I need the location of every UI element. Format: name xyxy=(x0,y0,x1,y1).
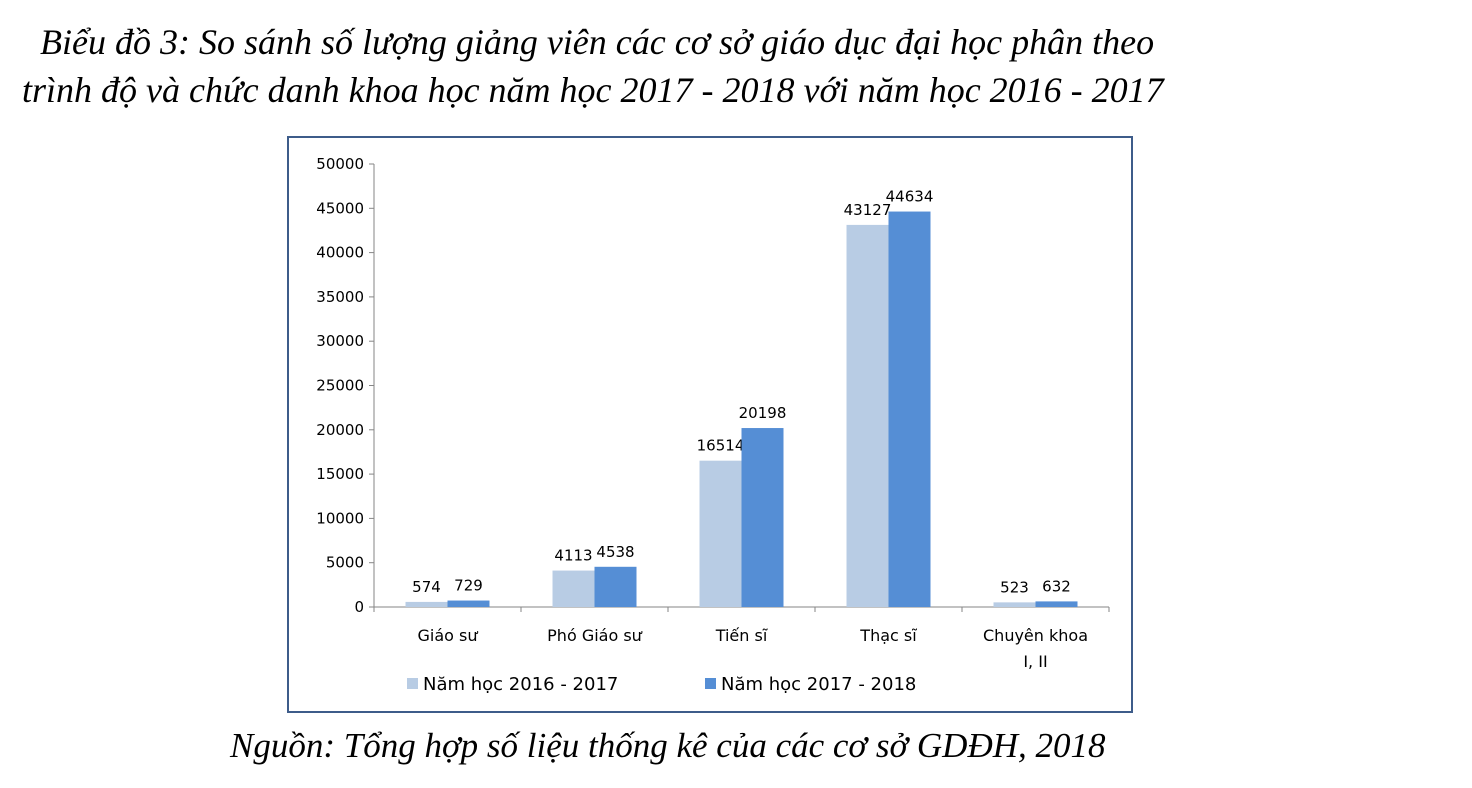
data-label: 632 xyxy=(1042,577,1071,595)
source-note: Nguồn: Tổng hợp số liệu thống kê của các… xyxy=(230,726,1106,765)
data-label: 16514 xyxy=(697,437,745,455)
x-category-label: Chuyên khoa xyxy=(983,626,1088,645)
x-category-label: Thạc sĩ xyxy=(859,626,917,645)
y-tick-label: 45000 xyxy=(316,199,364,217)
bar xyxy=(741,428,784,607)
data-label: 4113 xyxy=(554,547,592,565)
chart-caption-line-2: trình độ và chức danh khoa học năm học 2… xyxy=(22,70,1164,110)
chart-caption-line-1: Biểu đồ 3: So sánh số lượng giảng viên c… xyxy=(40,22,1155,62)
y-tick-label: 50000 xyxy=(316,155,364,173)
data-label: 729 xyxy=(454,577,483,595)
bar xyxy=(405,601,448,607)
y-tick-label: 30000 xyxy=(316,332,364,350)
bar xyxy=(1035,601,1078,607)
legend-label: Năm học 2016 - 2017 xyxy=(423,674,618,695)
y-tick-label: 5000 xyxy=(326,554,364,572)
bar xyxy=(699,460,742,607)
y-tick-label: 15000 xyxy=(316,465,364,483)
data-label: 574 xyxy=(412,578,441,596)
bar xyxy=(846,224,889,607)
y-tick-label: 25000 xyxy=(316,377,364,395)
data-label: 44634 xyxy=(886,188,934,206)
data-label: 523 xyxy=(1000,578,1029,596)
bar xyxy=(594,566,637,607)
legend-swatch xyxy=(705,678,716,689)
bar xyxy=(888,211,931,607)
chart-frame: 0 5000 10000 15000 20000 25000 30000 35000 40000… xyxy=(287,136,1133,713)
y-tick-label: 40000 xyxy=(316,244,364,262)
bar-chart: 0 5000 10000 15000 20000 25000 30000 35000 40000… xyxy=(316,155,1110,695)
y-tick-label: 10000 xyxy=(316,509,364,527)
legend-label: Năm học 2017 - 2018 xyxy=(721,674,916,695)
legend-swatch xyxy=(407,678,418,689)
y-tick-label: 0 xyxy=(354,598,364,616)
bar xyxy=(447,600,490,607)
bar xyxy=(552,570,595,607)
x-category-label: Giáo sư xyxy=(418,626,479,645)
bar xyxy=(993,602,1036,607)
data-label: 20198 xyxy=(739,404,787,422)
x-category-label: Phó Giáo sư xyxy=(547,626,643,645)
y-tick-label: 20000 xyxy=(316,421,364,439)
data-label: 4538 xyxy=(596,543,634,561)
y-tick-label: 35000 xyxy=(316,288,364,306)
data-label: 43127 xyxy=(844,201,892,219)
x-category-label: Tiến sĩ xyxy=(715,626,768,645)
x-category-label: I, II xyxy=(1023,652,1047,671)
